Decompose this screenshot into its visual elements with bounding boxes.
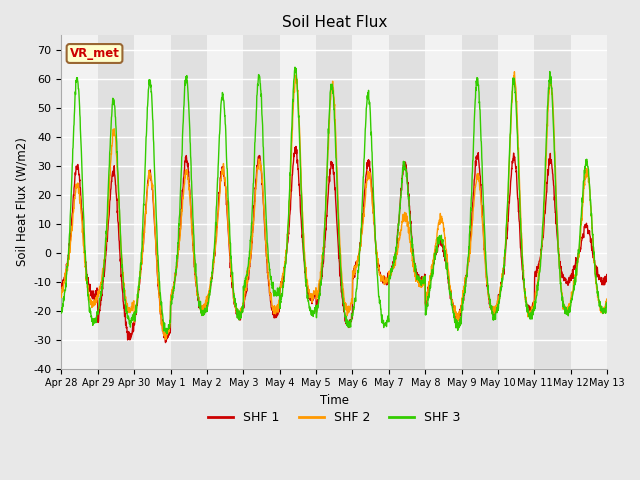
Title: Soil Heat Flux: Soil Heat Flux [282,15,387,30]
Legend: SHF 1, SHF 2, SHF 3: SHF 1, SHF 2, SHF 3 [204,406,465,429]
Bar [98,36,134,369]
Text: VR_met: VR_met [70,47,120,60]
Bar [534,36,571,369]
Bar [243,36,280,369]
Y-axis label: Soil Heat Flux (W/m2): Soil Heat Flux (W/m2) [15,137,28,266]
Bar [461,36,498,369]
Bar [389,36,425,369]
Bar [170,36,207,369]
X-axis label: Time: Time [320,394,349,407]
Bar [316,36,353,369]
